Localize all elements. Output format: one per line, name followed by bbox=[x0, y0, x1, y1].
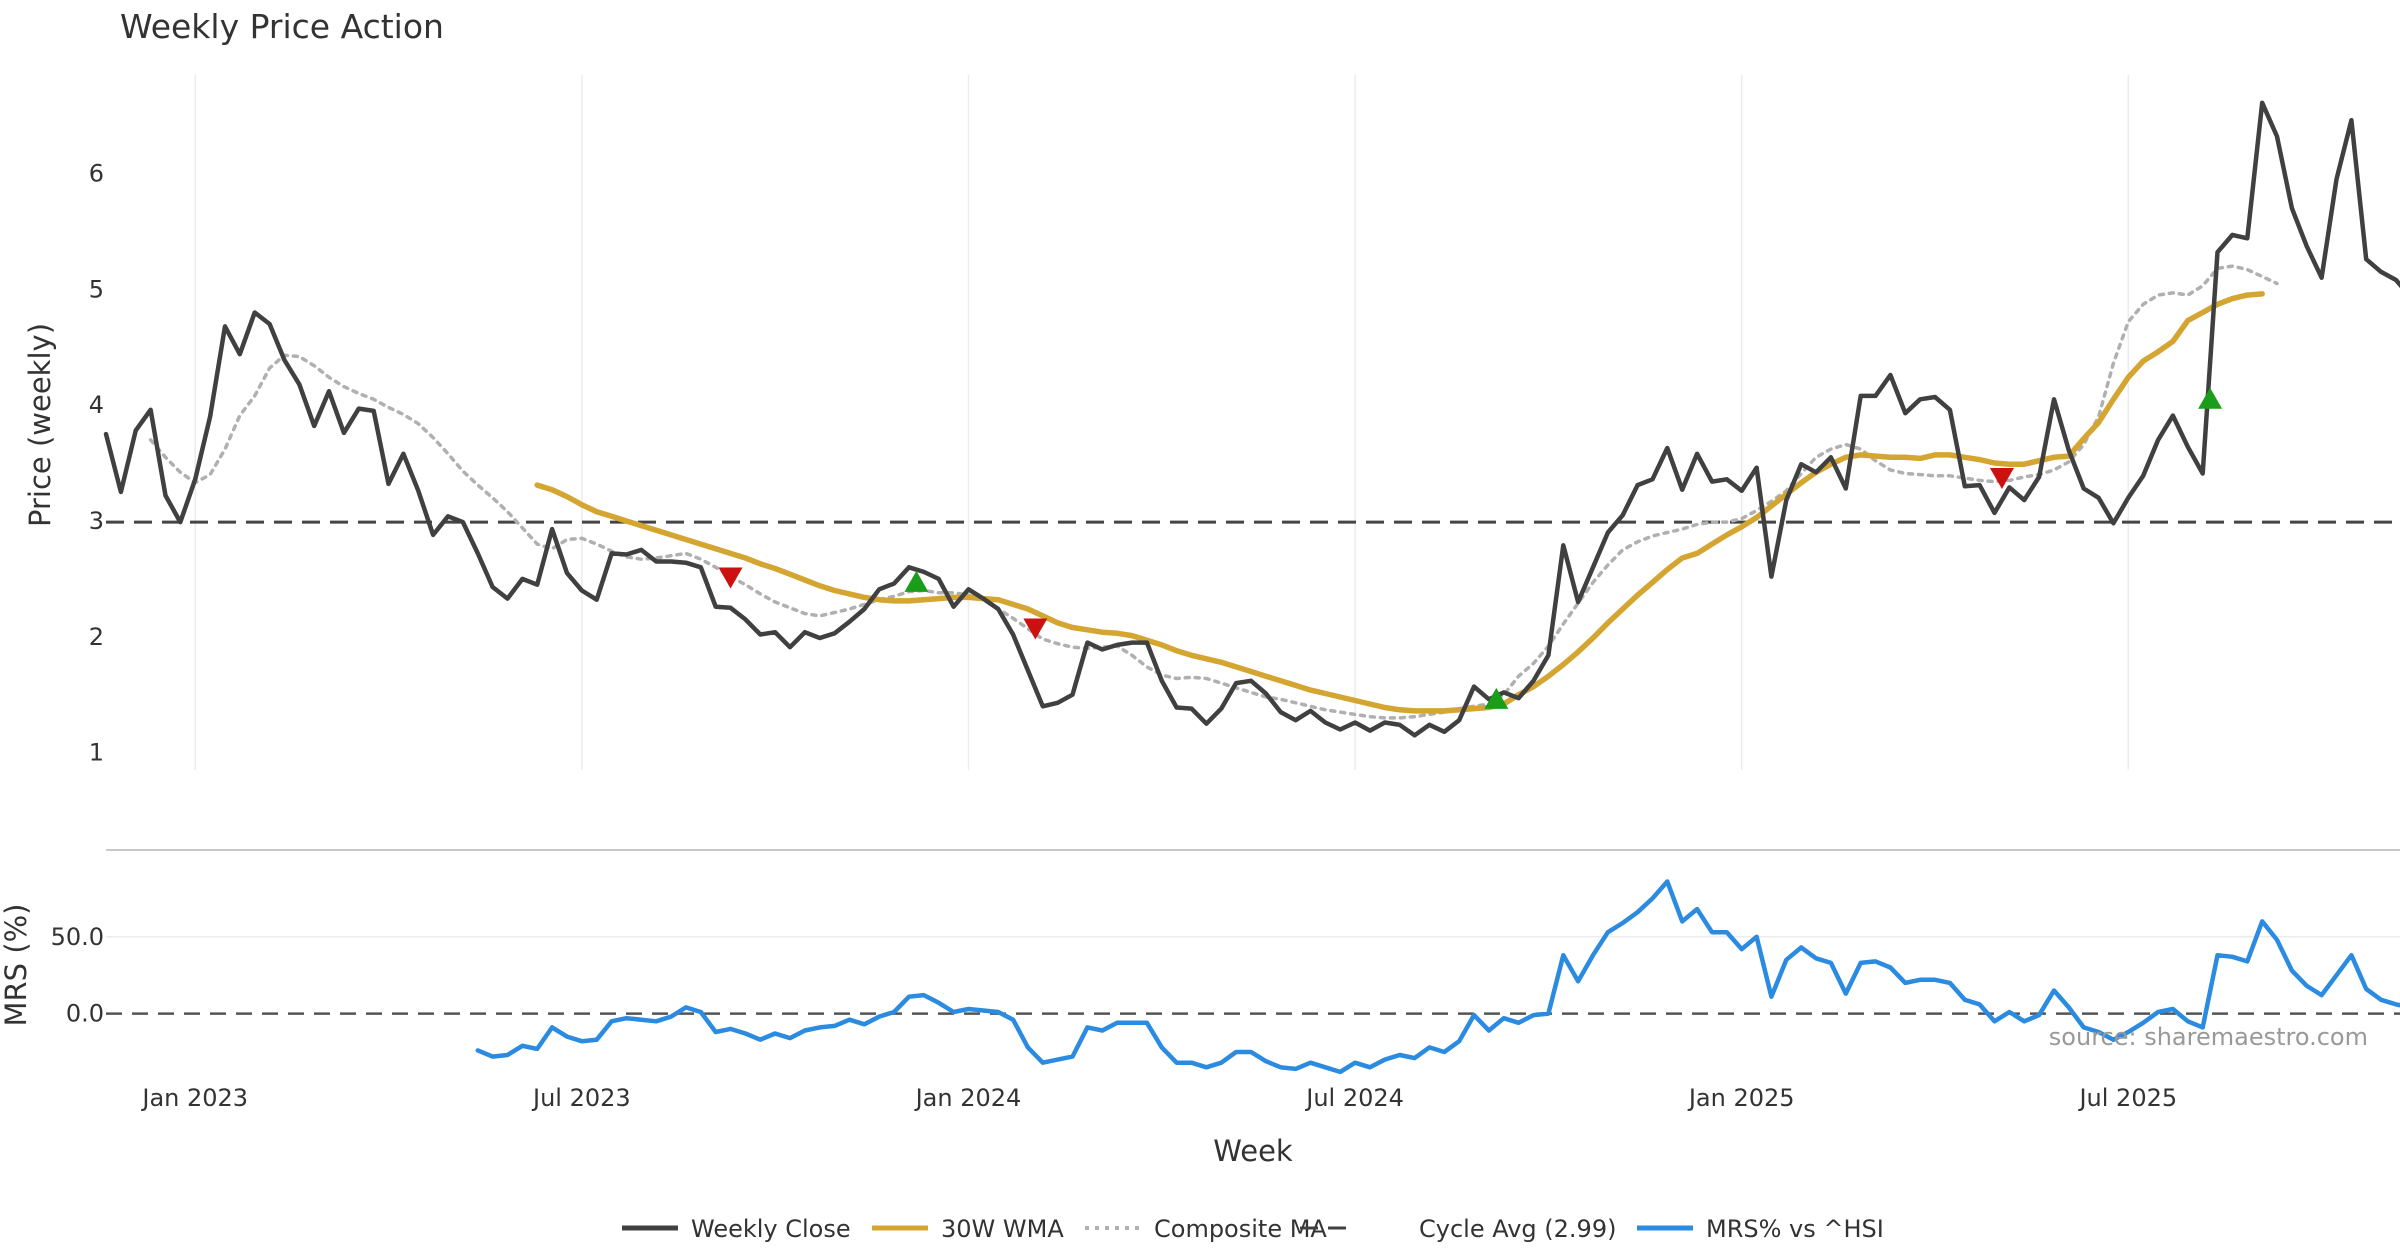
mrs-y-axis-title: MRS (%) bbox=[0, 904, 33, 1027]
legend-label: MRS% vs ^HSI bbox=[1706, 1215, 1884, 1243]
x-tick-label: Jan 2023 bbox=[140, 1084, 248, 1112]
price-y-axis-title: Price (weekly) bbox=[23, 323, 57, 527]
legend-label: Cycle Avg (2.99) bbox=[1419, 1215, 1616, 1243]
legend-label: Weekly Close bbox=[691, 1215, 851, 1243]
buy-signal-marker bbox=[904, 570, 929, 592]
x-tick-labels: Jan 2023 Jul 2023 Jan 2024 Jul 2024 Jan 2025… bbox=[140, 1084, 2177, 1112]
mrs-vs-hsi-line bbox=[475, 879, 2400, 1075]
price-y-tick: 2 bbox=[89, 623, 104, 651]
legend-label: 30W WMA bbox=[941, 1215, 1064, 1243]
price-y-tick: 4 bbox=[89, 391, 104, 419]
sell-signal-marker bbox=[718, 567, 743, 589]
buy-signal-marker bbox=[2198, 387, 2223, 409]
mrs-y-tick-labels: 0.0 50.0 bbox=[51, 923, 104, 1028]
price-gridlines bbox=[194, 75, 2130, 770]
mrs-y-tick: 0.0 bbox=[66, 1000, 104, 1028]
weekly-close-line bbox=[103, 100, 2400, 738]
x-tick-label: Jul 2024 bbox=[1304, 1084, 1404, 1112]
price-y-tick-labels: 1 2 3 4 5 6 bbox=[89, 159, 104, 766]
signal-markers bbox=[718, 387, 2223, 709]
x-tick-label: Jul 2023 bbox=[531, 1084, 631, 1112]
legend-label: Composite MA bbox=[1154, 1215, 1327, 1243]
sell-signal-marker bbox=[1023, 618, 1048, 640]
legend: Weekly Close 30W WMA Composite MA Cycle Avg… bbox=[622, 1215, 1884, 1243]
price-series-lines bbox=[103, 100, 2400, 738]
buy-signal-marker bbox=[1484, 687, 1509, 709]
chart-title: Weekly Price Action bbox=[120, 7, 444, 46]
mrs-y-tick: 50.0 bbox=[51, 923, 104, 951]
x-tick-label: Jul 2025 bbox=[2077, 1084, 2177, 1112]
mrs-series-line bbox=[475, 879, 2400, 1075]
sell-signal-marker bbox=[1989, 467, 2014, 489]
composite-ma-line bbox=[148, 264, 2279, 720]
x-tick-label: Jan 2025 bbox=[1687, 1084, 1795, 1112]
price-y-tick: 1 bbox=[89, 739, 104, 767]
price-y-tick: 3 bbox=[89, 507, 104, 535]
x-axis-title: Week bbox=[1213, 1134, 1293, 1168]
price-y-tick: 6 bbox=[89, 159, 104, 187]
x-tick-label: Jan 2024 bbox=[914, 1084, 1022, 1112]
source-note: source: sharemaestro.com bbox=[2049, 1023, 2368, 1051]
30w-wma-line bbox=[534, 291, 2265, 714]
price-y-tick: 5 bbox=[89, 275, 104, 303]
